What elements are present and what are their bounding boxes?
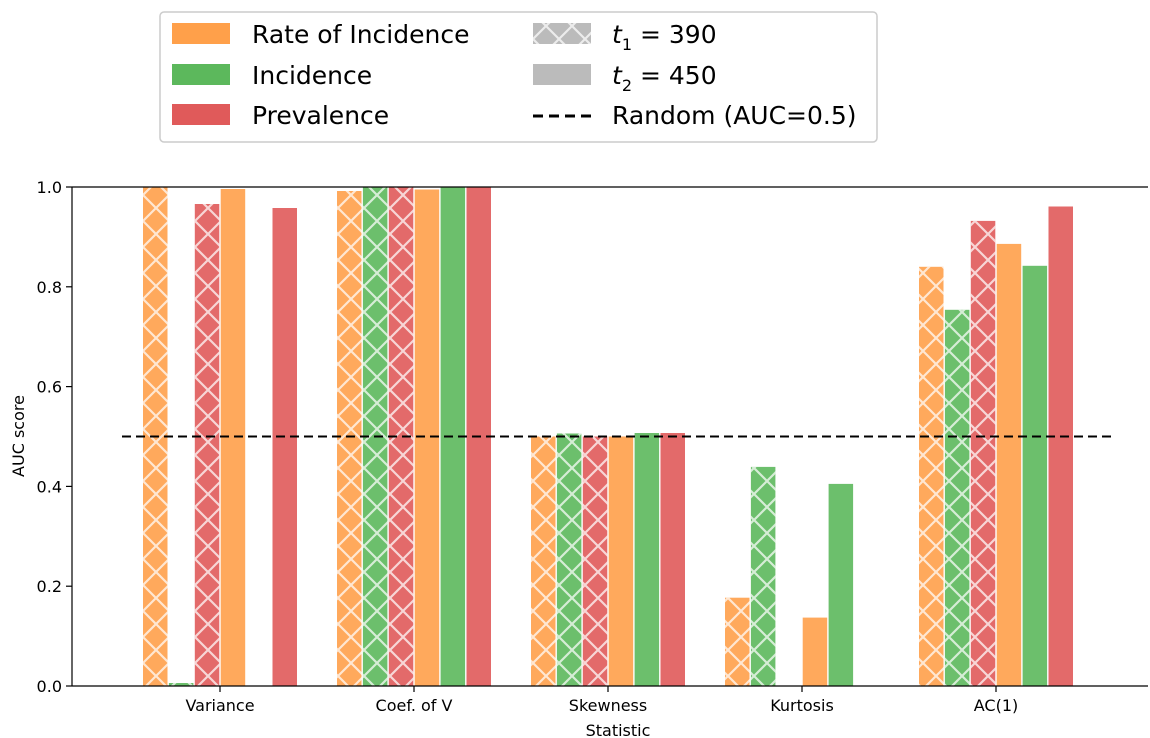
bar-prevalence-t1-ac-1-hatch [970, 220, 996, 686]
x-axis-title: Statistic [586, 721, 651, 738]
bar-rate-of-incidence-t1-coef-of-v-hatch [337, 191, 362, 686]
axes [71, 186, 1148, 687]
bar-prevalence-t2-variance [272, 208, 297, 686]
legend-swatch-prevalence [172, 104, 230, 125]
x-tick-label-variance: Variance [185, 696, 254, 715]
legend: Rate of Incidence Incidence Prevalence t… [159, 11, 878, 143]
bar-rate-of-incidence-t2-coef-of-v [414, 189, 440, 686]
bar-prevalence-t1-skewness-hatch [582, 436, 608, 686]
y-tick-label: 0.8 [37, 278, 62, 297]
legend-label-t2: t2 = 450 [612, 61, 717, 95]
x-tick-label-coef-of-v: Coef. of V [376, 696, 453, 715]
bar-rate-of-incidence-t2-kurtosis [802, 617, 828, 686]
legend-frame [159, 11, 878, 143]
y-tick-label: 0.0 [37, 677, 62, 696]
legend-swatch-incidence [172, 64, 230, 85]
y-axis-title: AUC score [9, 395, 28, 477]
bar-rate-of-incidence-t1-kurtosis-hatch [725, 597, 750, 686]
bar-incidence-t1-ac-1-hatch [944, 309, 970, 686]
bar-incidence-t1-skewness-hatch [556, 433, 582, 686]
x-tick-label-kurtosis: Kurtosis [770, 696, 834, 715]
bar-prevalence-t2-ac-1 [1048, 206, 1073, 686]
legend-label-random: Random (AUC=0.5) [612, 101, 857, 130]
y-ticks: 0.0 0.2 0.4 0.6 0.8 1.0 [37, 178, 72, 696]
bar-rate-of-incidence-t2-ac-1 [996, 243, 1022, 686]
x-ticks: Variance Coef. of V Skewness Kurtosis AC(1) [185, 686, 1018, 715]
legend-swatch-t1 [533, 23, 591, 44]
bars [143, 187, 1073, 686]
bar-rate-of-incidence-t2-skewness [608, 436, 634, 686]
y-tick-label: 0.6 [37, 378, 62, 397]
legend-label-incidence: Incidence [252, 61, 372, 90]
legend-swatch-t2 [533, 64, 591, 85]
bar-rate-of-incidence-t1-ac-1-hatch [919, 266, 944, 686]
legend-label-rate-of-incidence: Rate of Incidence [252, 20, 469, 49]
legend-label-prevalence: Prevalence [252, 101, 389, 130]
bar-incidence-t1-variance-hatch [168, 683, 194, 686]
bar-incidence-t2-kurtosis [828, 483, 854, 686]
bar-incidence-t2-ac-1 [1022, 265, 1048, 686]
legend-label-t1: t1 = 390 [612, 20, 717, 54]
x-tick-label-ac-1: AC(1) [974, 696, 1019, 715]
bar-prevalence-t2-skewness [660, 433, 685, 686]
y-tick-label: 0.4 [37, 477, 62, 496]
y-tick-label: 1.0 [37, 178, 62, 197]
x-tick-label-skewness: Skewness [569, 696, 647, 715]
bar-incidence-t2-skewness [634, 433, 660, 686]
y-tick-label: 0.2 [37, 577, 62, 596]
bar-incidence-t1-kurtosis-hatch [750, 466, 776, 686]
bar-prevalence-t1-variance-hatch [194, 204, 220, 686]
bar-rate-of-incidence-t1-skewness-hatch [531, 436, 556, 686]
legend-swatch-rate-of-incidence [172, 23, 230, 44]
